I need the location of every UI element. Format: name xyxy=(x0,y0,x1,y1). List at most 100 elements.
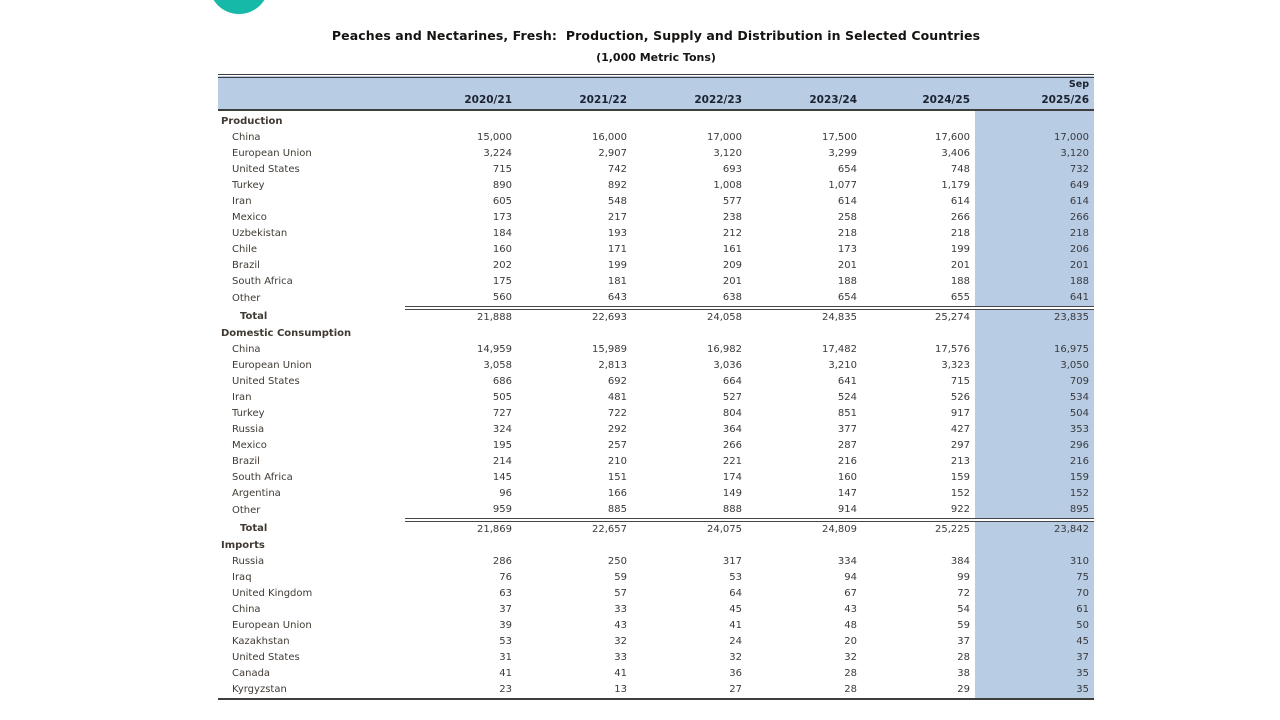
total-label: Total xyxy=(240,311,268,322)
cell-empty xyxy=(517,326,632,342)
data-row: European Union 39 43 41 48 59 50 xyxy=(218,618,1094,634)
page-title: Peaches and Nectarines, Fresh: Productio… xyxy=(331,28,981,43)
value-cell: 59 xyxy=(614,572,627,583)
row-label: Iran xyxy=(232,392,252,403)
value-cell: 292 xyxy=(607,424,627,435)
value-cell: 35 xyxy=(975,682,1094,699)
value-cell: 221 xyxy=(722,456,742,467)
value-cell: 210 xyxy=(607,456,627,467)
value-cell: 175 xyxy=(492,276,512,287)
value-cell: 94 xyxy=(844,572,857,583)
cell-empty xyxy=(517,538,632,554)
value-cell: 43 xyxy=(844,604,857,615)
total-value-cell: 24,075 xyxy=(632,518,747,538)
header-row: 2020/21 2021/22 2022/23 2023/24 2024/25 … xyxy=(218,74,1094,111)
value-cell: 686 xyxy=(492,376,512,387)
value-cell: 641 xyxy=(837,376,857,387)
value-cell: 3,323 xyxy=(941,360,970,371)
value-cell: 212 xyxy=(722,228,742,239)
value-cell: 526 xyxy=(950,392,970,403)
value-cell: 37 xyxy=(975,650,1094,666)
total-value-cell: 23,842 xyxy=(975,518,1094,538)
value-cell: 638 xyxy=(722,292,742,303)
value-cell: 377 xyxy=(837,424,857,435)
value-cell: 13 xyxy=(614,684,627,695)
value-cell: 32 xyxy=(729,652,742,663)
cell-empty xyxy=(862,114,975,130)
row-label: United Kingdom xyxy=(232,588,313,599)
total-value-cell: 22,693 xyxy=(517,306,632,326)
value-cell: 885 xyxy=(607,504,627,515)
forecast-month-note: Sep xyxy=(1068,79,1089,90)
value-cell: 54 xyxy=(957,604,970,615)
value-cell: 33 xyxy=(614,604,627,615)
value-cell: 32 xyxy=(614,636,627,647)
cell-empty xyxy=(747,538,862,554)
year-header: 2022/23 xyxy=(632,74,747,111)
value-cell: 199 xyxy=(950,244,970,255)
row-label: Iraq xyxy=(232,572,252,583)
value-cell: 16,982 xyxy=(707,344,742,355)
total-value-cell: 23,835 xyxy=(975,306,1094,326)
value-cell: 3,120 xyxy=(713,148,742,159)
value-cell: 1,077 xyxy=(828,180,857,191)
value-cell: 384 xyxy=(950,556,970,567)
row-label: Russia xyxy=(232,424,265,435)
value-cell: 39 xyxy=(499,620,512,631)
total-row: Total 21,888 22,693 24,058 24,835 25,274 23,83… xyxy=(218,306,1094,326)
total-label: Total xyxy=(240,523,268,534)
value-cell: 53 xyxy=(729,572,742,583)
row-label: China xyxy=(232,604,261,615)
value-cell: 145 xyxy=(492,472,512,483)
value-cell: 160 xyxy=(492,244,512,255)
value-cell: 41 xyxy=(614,668,627,679)
value-cell: 38 xyxy=(957,668,970,679)
value-cell: 64 xyxy=(729,588,742,599)
row-label: Russia xyxy=(232,556,265,567)
value-cell: 3,406 xyxy=(941,148,970,159)
value-cell: 693 xyxy=(722,164,742,175)
data-row: South Africa 175 181 201 188 188 188 xyxy=(218,274,1094,290)
value-cell: 310 xyxy=(975,554,1094,570)
total-value-cell: 22,657 xyxy=(517,518,632,538)
cell-empty xyxy=(862,538,975,554)
value-cell: 35 xyxy=(975,666,1094,682)
value-cell: 213 xyxy=(950,456,970,467)
value-cell: 152 xyxy=(950,488,970,499)
value-cell: 16,000 xyxy=(592,132,627,143)
value-cell: 24 xyxy=(729,636,742,647)
value-cell: 722 xyxy=(607,408,627,419)
value-cell: 3,224 xyxy=(483,148,512,159)
row-label: South Africa xyxy=(232,472,293,483)
cell-empty xyxy=(862,326,975,342)
value-cell: 96 xyxy=(499,488,512,499)
value-cell: 888 xyxy=(722,504,742,515)
value-cell: 201 xyxy=(837,260,857,271)
value-cell: 534 xyxy=(975,390,1094,406)
cell-empty xyxy=(405,114,517,130)
row-label: Mexico xyxy=(232,212,267,223)
year-header: 2024/25 xyxy=(862,74,975,111)
row-label: Uzbekistan xyxy=(232,228,288,239)
value-cell: 709 xyxy=(975,374,1094,390)
value-cell: 188 xyxy=(837,276,857,287)
value-cell: 334 xyxy=(837,556,857,567)
value-cell: 45 xyxy=(729,604,742,615)
value-cell: 195 xyxy=(492,440,512,451)
value-cell: 649 xyxy=(975,178,1094,194)
total-value-cell: 24,809 xyxy=(747,518,862,538)
value-cell: 641 xyxy=(975,290,1094,308)
data-row: United States 31 33 32 32 28 37 xyxy=(218,650,1094,666)
value-cell: 23 xyxy=(499,684,512,695)
value-cell: 31 xyxy=(499,652,512,663)
row-label: China xyxy=(232,132,261,143)
value-cell: 266 xyxy=(950,212,970,223)
value-cell: 3,210 xyxy=(828,360,857,371)
data-row: Kyrgyzstan 23 13 27 28 29 35 xyxy=(218,682,1094,699)
data-row: European Union 3,224 2,907 3,120 3,299 3,406 3… xyxy=(218,146,1094,162)
value-cell: 76 xyxy=(499,572,512,583)
value-cell: 427 xyxy=(950,424,970,435)
value-cell: 664 xyxy=(722,376,742,387)
row-label: United States xyxy=(232,376,300,387)
accent-dot-icon xyxy=(209,0,269,14)
